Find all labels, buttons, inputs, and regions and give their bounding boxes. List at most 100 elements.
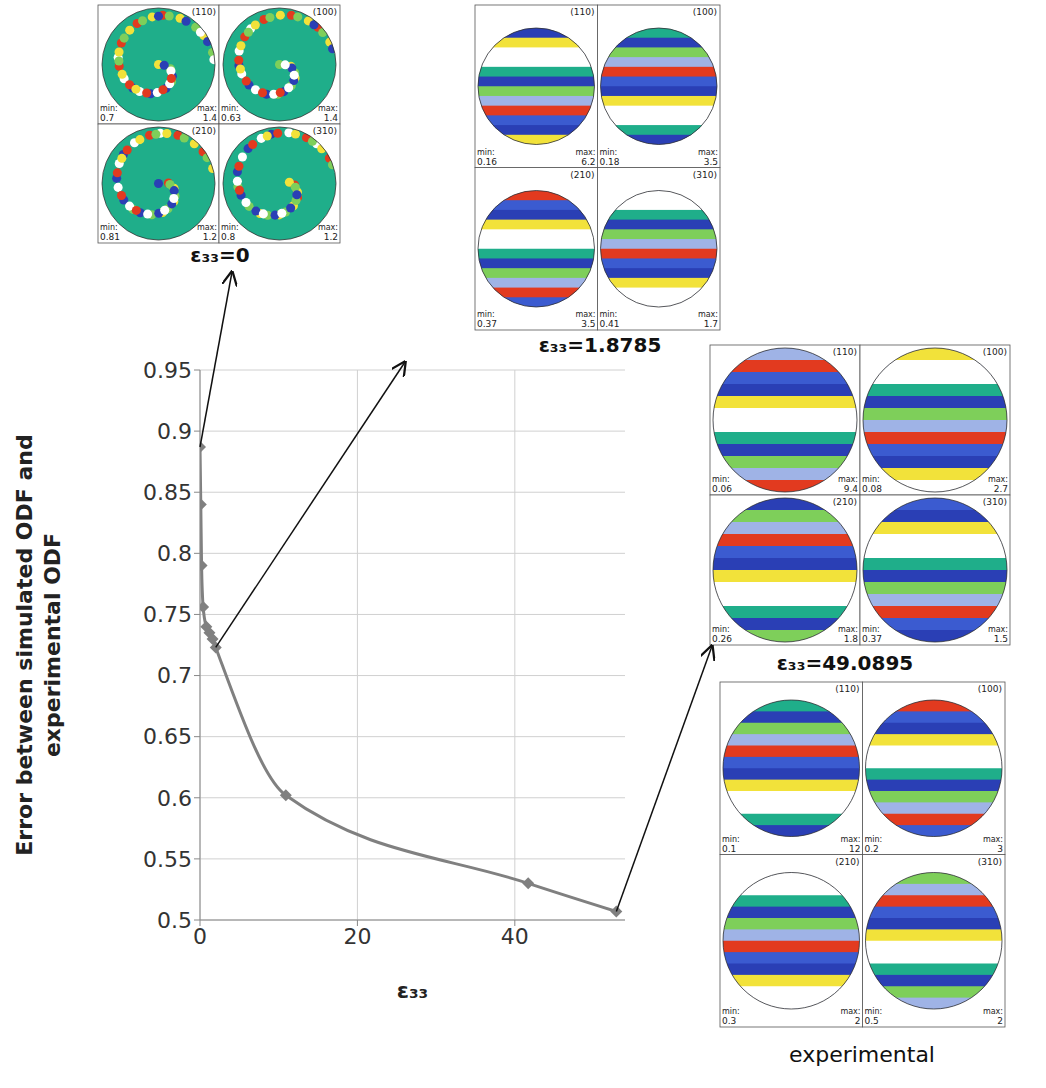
svg-text:min:: min:	[865, 1007, 883, 1016]
svg-text:(110): (110)	[570, 7, 594, 17]
svg-text:(100): (100)	[313, 7, 337, 17]
svg-text:(210): (210)	[192, 126, 216, 136]
svg-text:min:: min:	[722, 1007, 740, 1016]
svg-text:experimental ODF: experimental ODF	[40, 533, 65, 757]
svg-text:max:: max:	[318, 223, 338, 232]
svg-text:6.2: 6.2	[581, 157, 595, 167]
svg-text:min:: min:	[600, 310, 618, 319]
svg-text:max:: max:	[318, 104, 338, 113]
svg-text:ε₃₃=49.0895: ε₃₃=49.0895	[777, 651, 914, 675]
svg-text:(310): (310)	[983, 497, 1007, 507]
svg-text:0.06: 0.06	[712, 484, 732, 494]
svg-text:min:: min:	[100, 223, 118, 232]
svg-text:0.3: 0.3	[722, 1016, 736, 1026]
svg-text:min:: min:	[712, 625, 730, 634]
svg-text:0.7: 0.7	[157, 663, 192, 688]
svg-text:max:: max:	[983, 835, 1003, 844]
svg-text:1.2: 1.2	[324, 232, 338, 242]
svg-text:3.5: 3.5	[581, 319, 595, 329]
svg-text:min:: min:	[477, 310, 495, 319]
svg-text:min:: min:	[221, 104, 239, 113]
svg-text:max:: max:	[840, 1007, 860, 1016]
svg-text:max:: max:	[840, 835, 860, 844]
svg-text:(310): (310)	[313, 126, 337, 136]
svg-text:0.8: 0.8	[157, 541, 192, 566]
svg-text:min:: min:	[722, 835, 740, 844]
svg-text:(210): (210)	[835, 857, 859, 867]
svg-text:1.5: 1.5	[994, 634, 1008, 644]
svg-text:0.18: 0.18	[600, 157, 620, 167]
svg-text:0.55: 0.55	[143, 847, 192, 872]
svg-text:ε₃₃=1.8785: ε₃₃=1.8785	[539, 333, 662, 357]
svg-text:0.7: 0.7	[100, 113, 114, 123]
svg-text:0.65: 0.65	[143, 724, 192, 749]
svg-text:(310): (310)	[693, 170, 717, 180]
svg-text:min:: min:	[100, 104, 118, 113]
svg-text:0.81: 0.81	[100, 232, 120, 242]
svg-text:0.5: 0.5	[865, 1016, 879, 1026]
svg-text:max:: max:	[197, 104, 217, 113]
svg-text:0.63: 0.63	[221, 113, 241, 123]
svg-text:3.5: 3.5	[704, 157, 718, 167]
svg-text:1.2: 1.2	[203, 232, 217, 242]
svg-text:max:: max:	[838, 625, 858, 634]
svg-text:0.1: 0.1	[722, 844, 736, 854]
svg-text:12: 12	[849, 844, 860, 854]
svg-text:2: 2	[855, 1016, 861, 1026]
svg-text:20: 20	[343, 924, 371, 949]
svg-text:0.85: 0.85	[143, 480, 192, 505]
svg-text:3: 3	[997, 844, 1003, 854]
svg-text:Error between simulated ODF an: Error between simulated ODF and	[12, 434, 37, 855]
svg-text:experimental: experimental	[789, 1042, 935, 1067]
svg-text:0: 0	[193, 924, 207, 949]
svg-text:0.6: 0.6	[157, 786, 192, 811]
svg-text:(110): (110)	[833, 347, 857, 357]
svg-text:9.4: 9.4	[844, 484, 859, 494]
svg-text:0.2: 0.2	[865, 844, 879, 854]
svg-text:min:: min:	[221, 223, 239, 232]
svg-text:max:: max:	[698, 148, 718, 157]
svg-text:0.9: 0.9	[157, 419, 192, 444]
svg-text:0.75: 0.75	[143, 602, 192, 627]
svg-text:max:: max:	[698, 310, 718, 319]
svg-text:1.8: 1.8	[844, 634, 859, 644]
svg-text:(210): (210)	[833, 497, 857, 507]
svg-text:max:: max:	[983, 1007, 1003, 1016]
svg-text:max:: max:	[197, 223, 217, 232]
svg-text:2: 2	[997, 1016, 1003, 1026]
svg-text:1.4: 1.4	[324, 113, 339, 123]
svg-text:(100): (100)	[983, 347, 1007, 357]
svg-text:1.4: 1.4	[203, 113, 218, 123]
svg-text:0.41: 0.41	[600, 319, 620, 329]
svg-text:(100): (100)	[978, 684, 1002, 694]
svg-text:(100): (100)	[693, 7, 717, 17]
svg-text:ε₃₃: ε₃₃	[397, 978, 429, 1003]
svg-text:2.7: 2.7	[994, 484, 1008, 494]
svg-text:min:: min:	[712, 475, 730, 484]
svg-text:0.95: 0.95	[143, 358, 192, 383]
svg-text:40: 40	[501, 924, 529, 949]
svg-text:max:: max:	[988, 625, 1008, 634]
svg-text:min:: min:	[865, 835, 883, 844]
svg-text:(110): (110)	[835, 684, 859, 694]
svg-text:min:: min:	[477, 148, 495, 157]
svg-text:min:: min:	[862, 625, 880, 634]
svg-text:max:: max:	[575, 148, 595, 157]
svg-text:0.16: 0.16	[477, 157, 497, 167]
svg-text:max:: max:	[988, 475, 1008, 484]
svg-text:(310): (310)	[978, 857, 1002, 867]
svg-text:0.8: 0.8	[221, 232, 236, 242]
svg-text:min:: min:	[600, 148, 618, 157]
svg-text:1.7: 1.7	[704, 319, 718, 329]
svg-text:0.26: 0.26	[712, 634, 732, 644]
svg-text:ε₃₃=0: ε₃₃=0	[190, 243, 249, 267]
svg-text:0.08: 0.08	[862, 484, 882, 494]
svg-text:min:: min:	[862, 475, 880, 484]
svg-text:(110): (110)	[192, 7, 216, 17]
svg-text:0.37: 0.37	[862, 634, 882, 644]
svg-text:max:: max:	[838, 475, 858, 484]
svg-text:0.5: 0.5	[157, 908, 192, 933]
svg-text:0.37: 0.37	[477, 319, 497, 329]
svg-text:max:: max:	[575, 310, 595, 319]
svg-text:(210): (210)	[570, 170, 594, 180]
